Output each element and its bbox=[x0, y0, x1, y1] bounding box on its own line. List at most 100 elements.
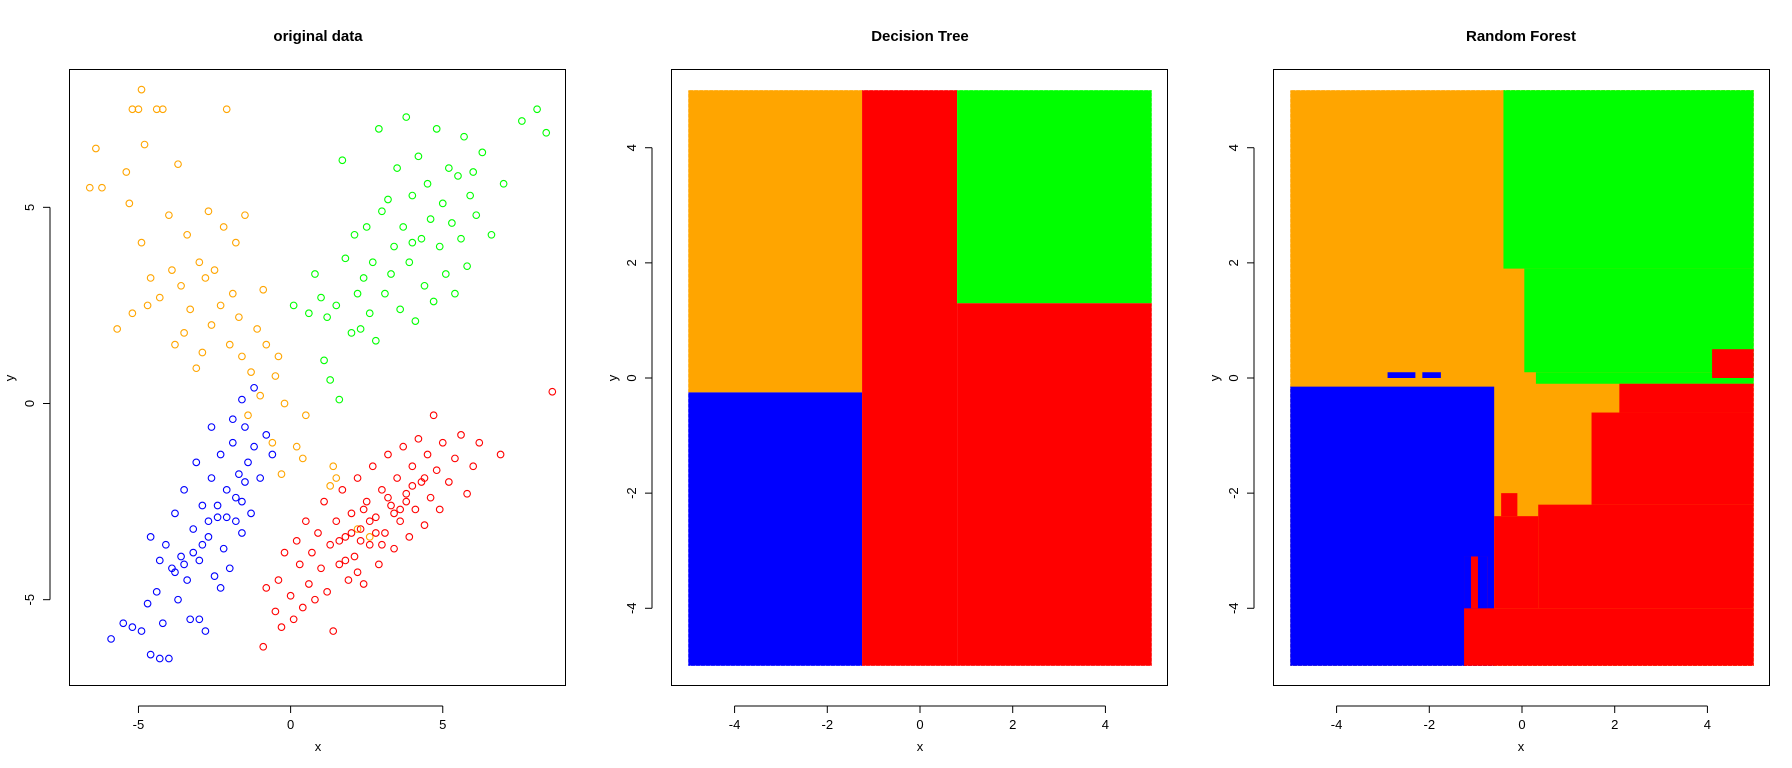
data-point bbox=[201, 274, 210, 282]
data-point bbox=[335, 536, 344, 545]
data-point bbox=[256, 391, 265, 400]
data-point bbox=[451, 454, 459, 463]
data-point bbox=[277, 623, 286, 631]
data-point bbox=[113, 325, 122, 333]
data-point bbox=[250, 442, 258, 451]
data-point bbox=[384, 450, 392, 459]
data-point bbox=[122, 168, 131, 176]
data-point bbox=[463, 262, 471, 271]
data-point bbox=[301, 517, 310, 526]
data-point bbox=[183, 576, 192, 584]
data-point bbox=[381, 289, 389, 298]
data-point bbox=[155, 293, 164, 302]
data-point bbox=[262, 340, 271, 349]
data-point bbox=[241, 423, 249, 431]
data-point bbox=[444, 478, 453, 486]
data-point bbox=[189, 548, 198, 557]
data-point bbox=[183, 230, 192, 239]
data-point bbox=[201, 627, 210, 635]
data-point bbox=[393, 164, 401, 172]
data-point bbox=[320, 497, 328, 506]
data-point bbox=[353, 474, 362, 482]
region-edge bbox=[1289, 89, 1755, 667]
data-point bbox=[469, 168, 478, 176]
data-point bbox=[216, 584, 225, 592]
data-point bbox=[292, 536, 301, 545]
data-point bbox=[393, 474, 401, 482]
data-point bbox=[235, 470, 243, 478]
x-tick-label: -5 bbox=[133, 717, 145, 732]
data-point bbox=[365, 533, 374, 541]
data-point bbox=[387, 501, 395, 510]
data-point bbox=[198, 348, 207, 357]
x-axis-label: x bbox=[315, 739, 322, 754]
data-point bbox=[274, 352, 283, 361]
data-point bbox=[411, 505, 420, 514]
data-point bbox=[353, 568, 362, 577]
data-point bbox=[408, 462, 417, 471]
data-point bbox=[378, 485, 386, 494]
data-point bbox=[353, 289, 362, 298]
data-point bbox=[454, 172, 462, 180]
data-point bbox=[472, 211, 481, 220]
data-point bbox=[533, 105, 541, 114]
data-point bbox=[277, 470, 286, 478]
data-point bbox=[244, 411, 252, 420]
data-point bbox=[408, 238, 417, 247]
y-axis-label: y bbox=[1207, 374, 1222, 381]
x-tick-label: -4 bbox=[729, 717, 741, 732]
data-point bbox=[241, 478, 249, 486]
panel-random-forest: Random Forest x y -4 -2 0 2 4 -4 -2 0 2 4 bbox=[1207, 28, 1770, 754]
data-point bbox=[311, 270, 319, 278]
y-tick-label: 2 bbox=[624, 259, 639, 266]
x-tick-label: 4 bbox=[1102, 717, 1109, 732]
data-point bbox=[225, 564, 234, 573]
data-point bbox=[274, 576, 283, 584]
data-point bbox=[177, 552, 185, 561]
data-point bbox=[499, 179, 508, 188]
data-point bbox=[256, 474, 265, 482]
chart-title: Random Forest bbox=[1466, 28, 1576, 45]
data-point bbox=[390, 509, 398, 518]
data-point bbox=[320, 356, 328, 365]
data-point bbox=[469, 462, 478, 471]
region bbox=[1538, 504, 1754, 609]
data-point bbox=[378, 207, 386, 216]
data-point bbox=[356, 525, 365, 533]
data-point bbox=[356, 536, 365, 545]
data-point bbox=[225, 340, 234, 349]
data-point bbox=[238, 395, 246, 404]
data-point bbox=[381, 529, 389, 537]
y-tick-label: 4 bbox=[1226, 144, 1241, 151]
data-point bbox=[414, 152, 423, 161]
data-point bbox=[146, 650, 155, 659]
data-point bbox=[128, 309, 137, 318]
data-point bbox=[390, 544, 398, 553]
data-point bbox=[542, 128, 551, 137]
y-tick-label: -2 bbox=[624, 487, 639, 499]
data-point bbox=[244, 458, 252, 467]
data-point bbox=[332, 474, 341, 482]
data-point bbox=[326, 540, 335, 549]
data-point bbox=[231, 238, 240, 247]
data-point bbox=[314, 529, 322, 537]
data-point bbox=[353, 525, 362, 533]
data-point bbox=[207, 474, 216, 482]
data-point bbox=[177, 281, 185, 290]
data-point bbox=[390, 242, 398, 251]
data-point bbox=[496, 450, 505, 459]
data-point bbox=[295, 560, 304, 569]
region bbox=[957, 303, 1152, 666]
data-point bbox=[204, 517, 213, 526]
data-point bbox=[213, 513, 222, 522]
x-tick-label: 4 bbox=[1704, 717, 1711, 732]
data-point bbox=[417, 234, 426, 243]
data-point bbox=[451, 289, 459, 298]
data-point bbox=[323, 313, 331, 322]
region bbox=[1387, 372, 1416, 378]
data-point bbox=[448, 219, 456, 227]
data-point bbox=[228, 438, 237, 447]
data-point bbox=[399, 442, 408, 451]
data-point bbox=[143, 599, 152, 608]
data-point bbox=[444, 164, 453, 172]
